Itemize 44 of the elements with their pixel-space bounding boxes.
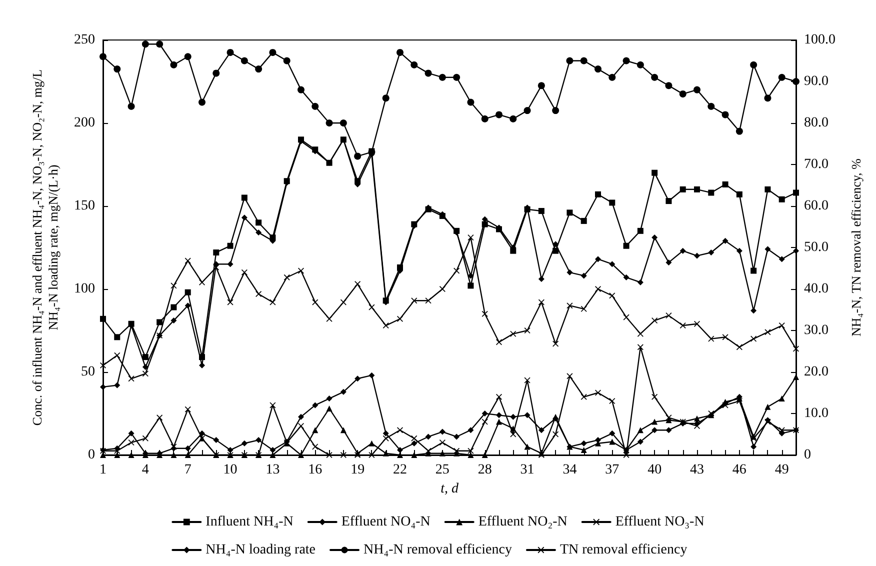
x-tick-label: 28 — [478, 462, 492, 478]
legend-label: Effluent NO₃-N — [615, 514, 704, 530]
x-tick-label: 16 — [308, 462, 322, 478]
x-tick-label: 31 — [520, 462, 534, 478]
y-tick-label: 200 — [74, 116, 95, 130]
y-tick-label: 0 — [88, 448, 95, 462]
x-tick-label: 19 — [350, 462, 365, 478]
y2-tick-label: 80.0 — [804, 116, 828, 130]
y-tick-label: 100 — [74, 282, 95, 296]
y2-tick-label: 60.0 — [804, 198, 828, 214]
x-tick-label: 13 — [266, 462, 280, 478]
y2-tick-label: 90.0 — [804, 74, 828, 89]
x-tick-label: 46 — [732, 462, 746, 478]
legend-label: Effluent NO₂-N — [478, 514, 568, 530]
y-tick-label: 50 — [81, 364, 95, 380]
x-tick-label: 34 — [562, 462, 577, 478]
y2-tick-label: 30.0 — [804, 323, 828, 338]
y2-axis-title: NH₄-N, TN removal efficiency, % — [848, 158, 864, 336]
x-tick-label: 37 — [605, 462, 620, 478]
x-tick-label: 7 — [184, 462, 192, 478]
y2-tick-label: 100.0 — [804, 32, 836, 48]
legend-label: NH₄-N removal efficiency — [364, 542, 512, 558]
x-tick-label: 1 — [100, 462, 106, 478]
x-tick-label: 49 — [774, 462, 789, 478]
y-axis-title: Conc. of influent NH₄-N and effluent NH₄-N, NO₃-N, NO₂-N, mg/L NH₄-N loading rate, mgN/(L·h) — [30, 69, 60, 426]
x-tick-label: 10 — [223, 462, 238, 478]
y2-tick-label: 70.0 — [804, 157, 828, 172]
y2-tick-label: 40.0 — [804, 282, 828, 296]
x-tick-label: 40 — [648, 462, 662, 478]
x-tick-label: 43 — [690, 462, 704, 478]
x-axis-title: t, d — [440, 481, 460, 496]
x-tick-label: 25 — [435, 462, 450, 478]
y-tick-label: 150 — [74, 198, 95, 214]
x-tick-label: 22 — [393, 462, 407, 478]
legend-label: TN removal efficiency — [560, 542, 688, 558]
legend-label: Effluent NO₄-N — [341, 514, 430, 530]
legend-label: Influent NH₄-N — [206, 514, 294, 530]
y2-tick-label: 20.0 — [804, 364, 828, 380]
legend-label: NH₄-N loading rate — [206, 542, 316, 558]
y2-tick-label: 10.0 — [804, 406, 828, 421]
y2-tick-label: 50.0 — [804, 240, 828, 255]
x-tick-label: 4 — [142, 462, 149, 478]
y2-tick-label: 0 — [804, 448, 811, 462]
y-tick-label: 250 — [74, 32, 95, 48]
